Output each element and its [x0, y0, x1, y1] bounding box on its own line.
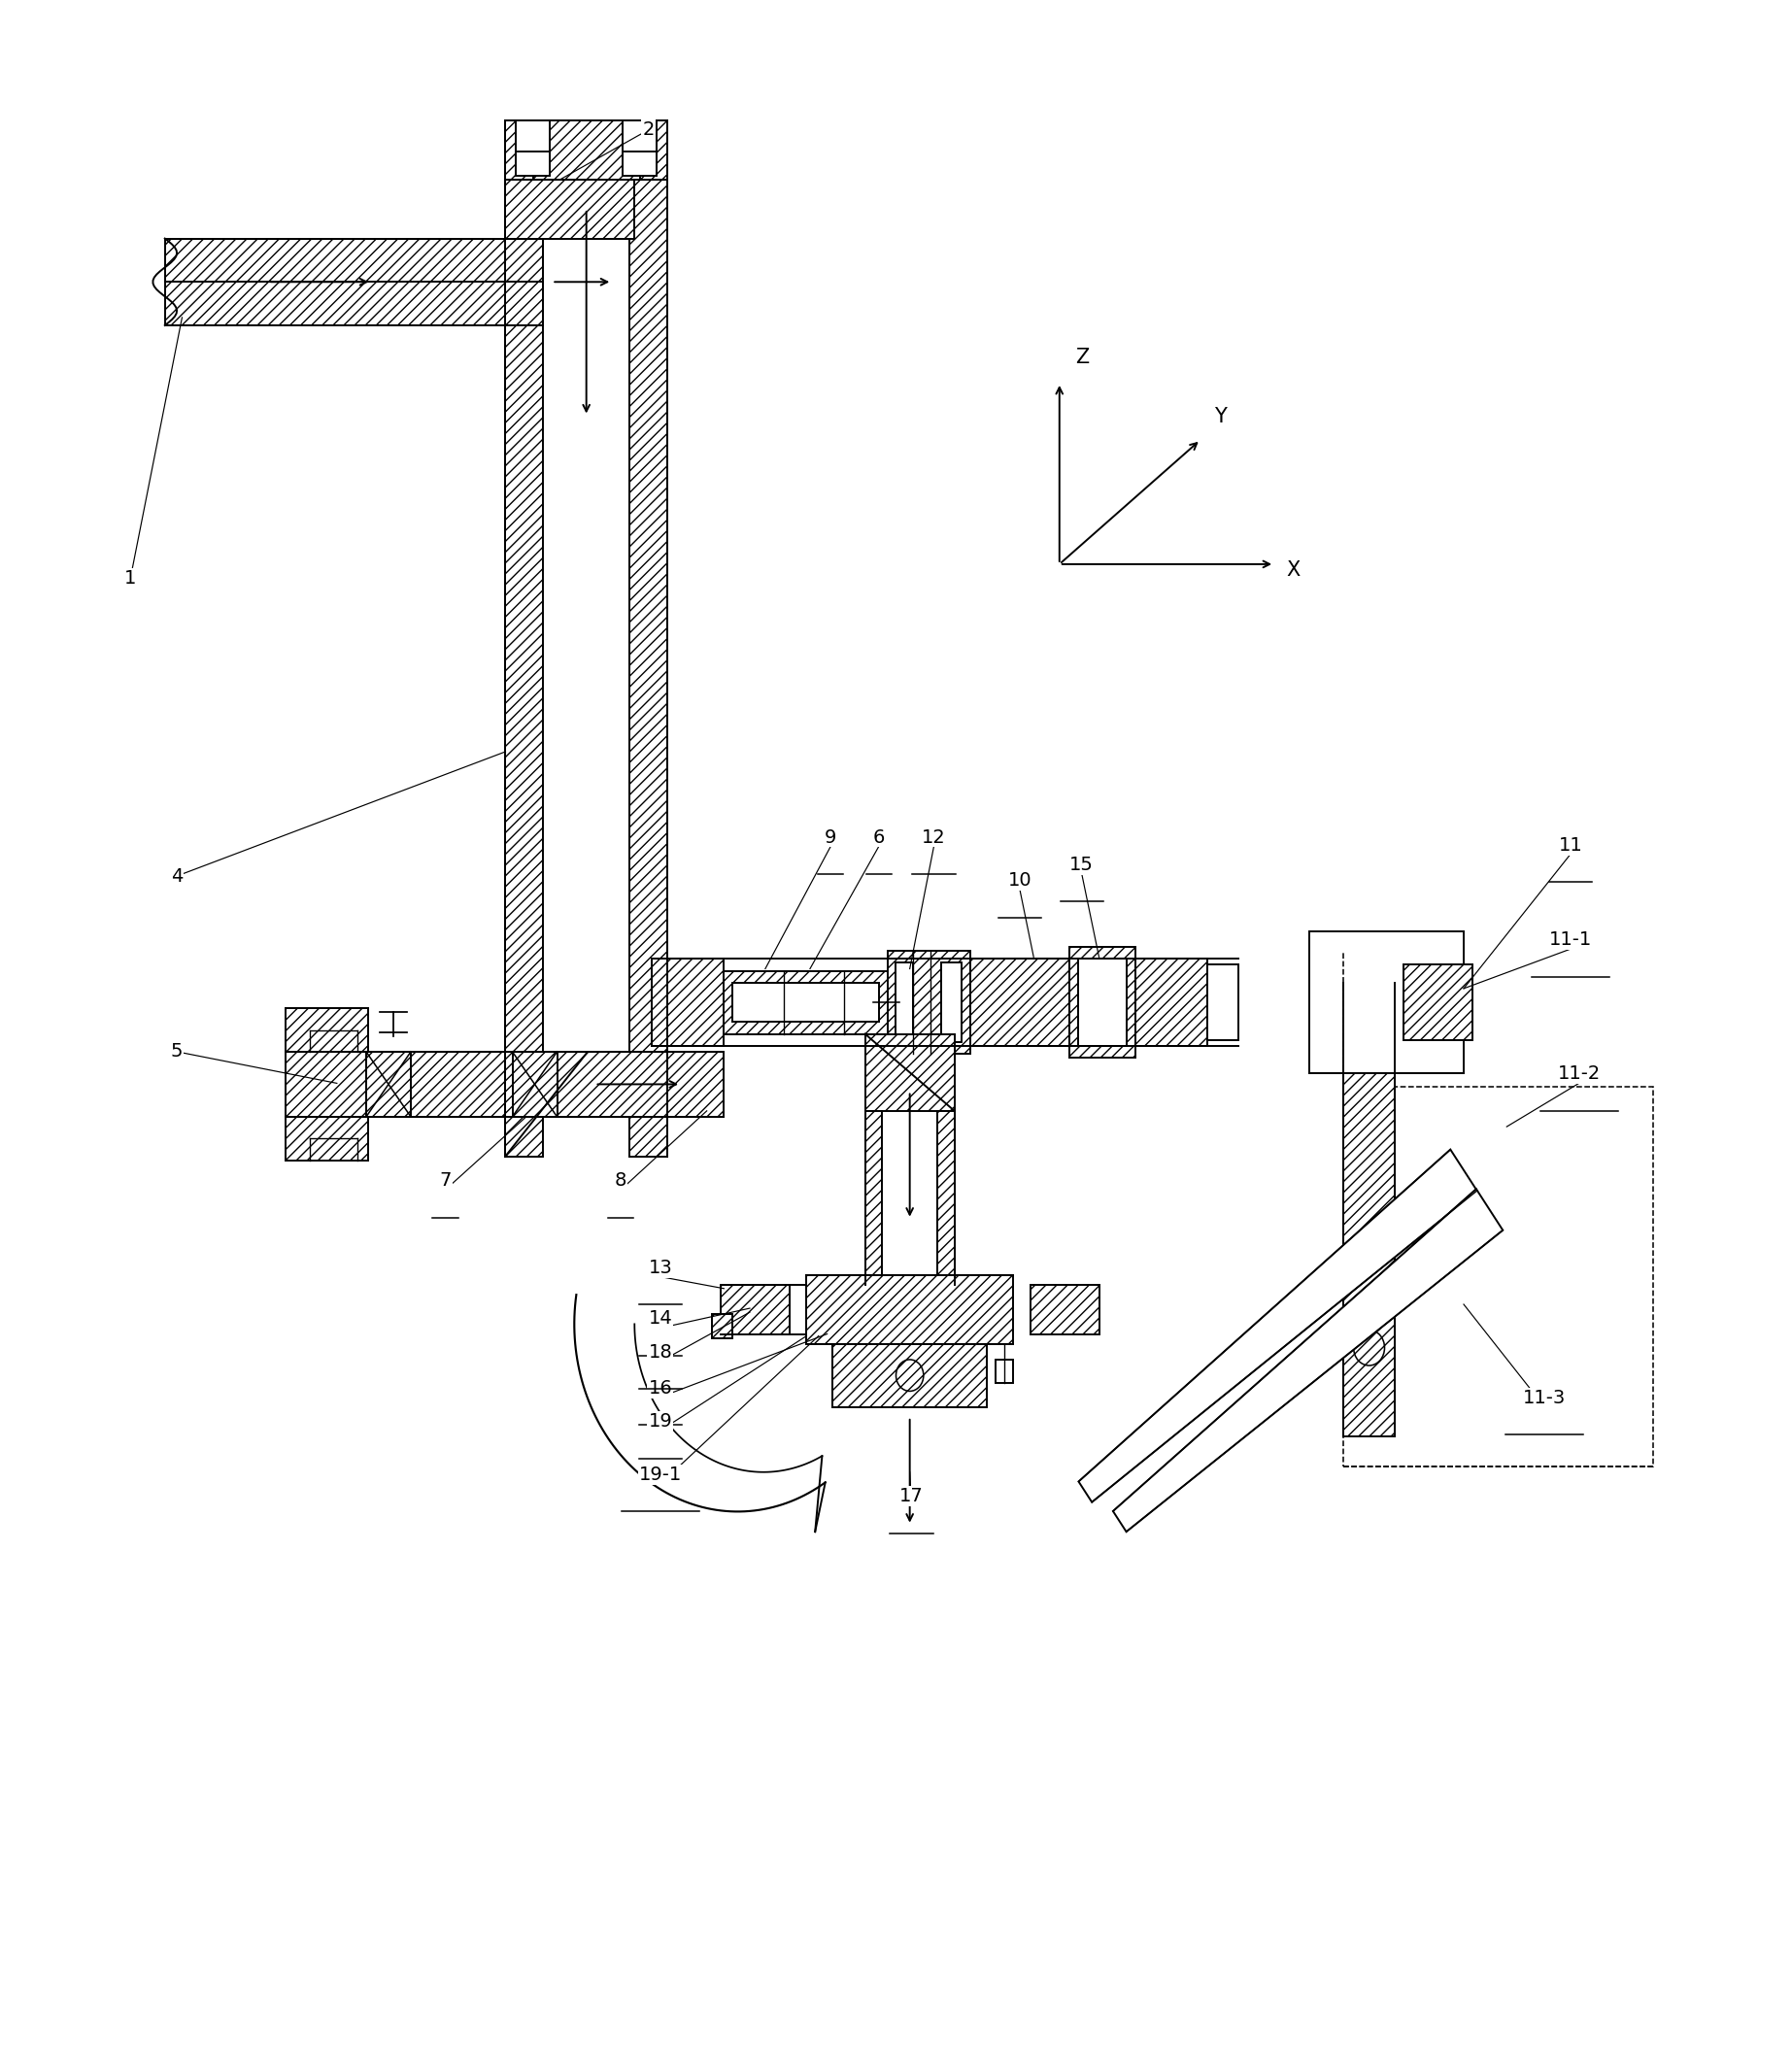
Text: 17: 17	[900, 1486, 923, 1505]
Bar	[629, 179, 667, 1155]
Text: 1: 1	[124, 570, 136, 588]
Bar	[1030, 1285, 1098, 1334]
Text: 16: 16	[649, 1380, 672, 1398]
Polygon shape	[866, 1034, 955, 1110]
Text: 19: 19	[649, 1412, 672, 1431]
Text: 7: 7	[439, 1172, 452, 1190]
Bar	[806, 1275, 1012, 1345]
Text: Z: Z	[1075, 347, 1090, 366]
Polygon shape	[505, 1053, 588, 1155]
Bar	[831, 1345, 987, 1406]
Bar	[866, 1110, 882, 1285]
Text: 5: 5	[170, 1042, 183, 1061]
Polygon shape	[1113, 1188, 1503, 1532]
Polygon shape	[505, 179, 634, 238]
Bar	[285, 1116, 367, 1160]
Bar	[733, 983, 878, 1022]
Text: 18: 18	[649, 1343, 672, 1361]
Bar	[516, 119, 550, 175]
Bar	[165, 282, 543, 325]
Bar	[505, 119, 667, 179]
Bar	[996, 1359, 1012, 1384]
Bar	[1344, 1088, 1652, 1466]
Bar	[652, 958, 724, 1047]
Bar	[1070, 948, 1134, 1057]
Bar	[285, 1007, 367, 1053]
Text: 11-3: 11-3	[1523, 1388, 1566, 1406]
Bar	[887, 952, 969, 1053]
Bar	[937, 1110, 955, 1285]
Bar	[1134, 958, 1208, 1047]
Bar	[724, 970, 887, 1034]
Text: 11: 11	[1559, 837, 1582, 855]
Text: 11-1: 11-1	[1548, 931, 1591, 950]
Bar	[513, 1053, 557, 1116]
Text: 9: 9	[824, 829, 837, 847]
Text: 14: 14	[649, 1310, 672, 1328]
Bar	[720, 1285, 788, 1334]
Polygon shape	[1079, 1149, 1477, 1503]
Bar	[1403, 964, 1473, 1040]
Bar	[622, 119, 658, 175]
Text: 4: 4	[170, 868, 183, 886]
Text: 13: 13	[649, 1258, 672, 1277]
Bar	[1344, 983, 1394, 1437]
Bar	[1208, 964, 1238, 1040]
Text: Y: Y	[1215, 407, 1228, 426]
Text: 10: 10	[1007, 872, 1032, 890]
Bar	[1079, 958, 1127, 1047]
Text: 15: 15	[1070, 855, 1093, 874]
Text: 8: 8	[615, 1172, 627, 1190]
Bar	[711, 1314, 733, 1338]
Bar	[165, 238, 543, 282]
Text: 19-1: 19-1	[638, 1466, 681, 1484]
Text: 12: 12	[921, 829, 946, 847]
Bar	[366, 1053, 410, 1116]
Bar	[505, 179, 543, 1155]
Bar	[969, 958, 1070, 1047]
Bar	[1308, 931, 1464, 1073]
Text: X: X	[1287, 561, 1301, 580]
Bar	[941, 962, 961, 1042]
Text: 2: 2	[642, 121, 654, 140]
Bar	[896, 962, 914, 1042]
Text: 6: 6	[873, 829, 885, 847]
Text: 11-2: 11-2	[1557, 1065, 1600, 1084]
Bar	[285, 1053, 724, 1116]
